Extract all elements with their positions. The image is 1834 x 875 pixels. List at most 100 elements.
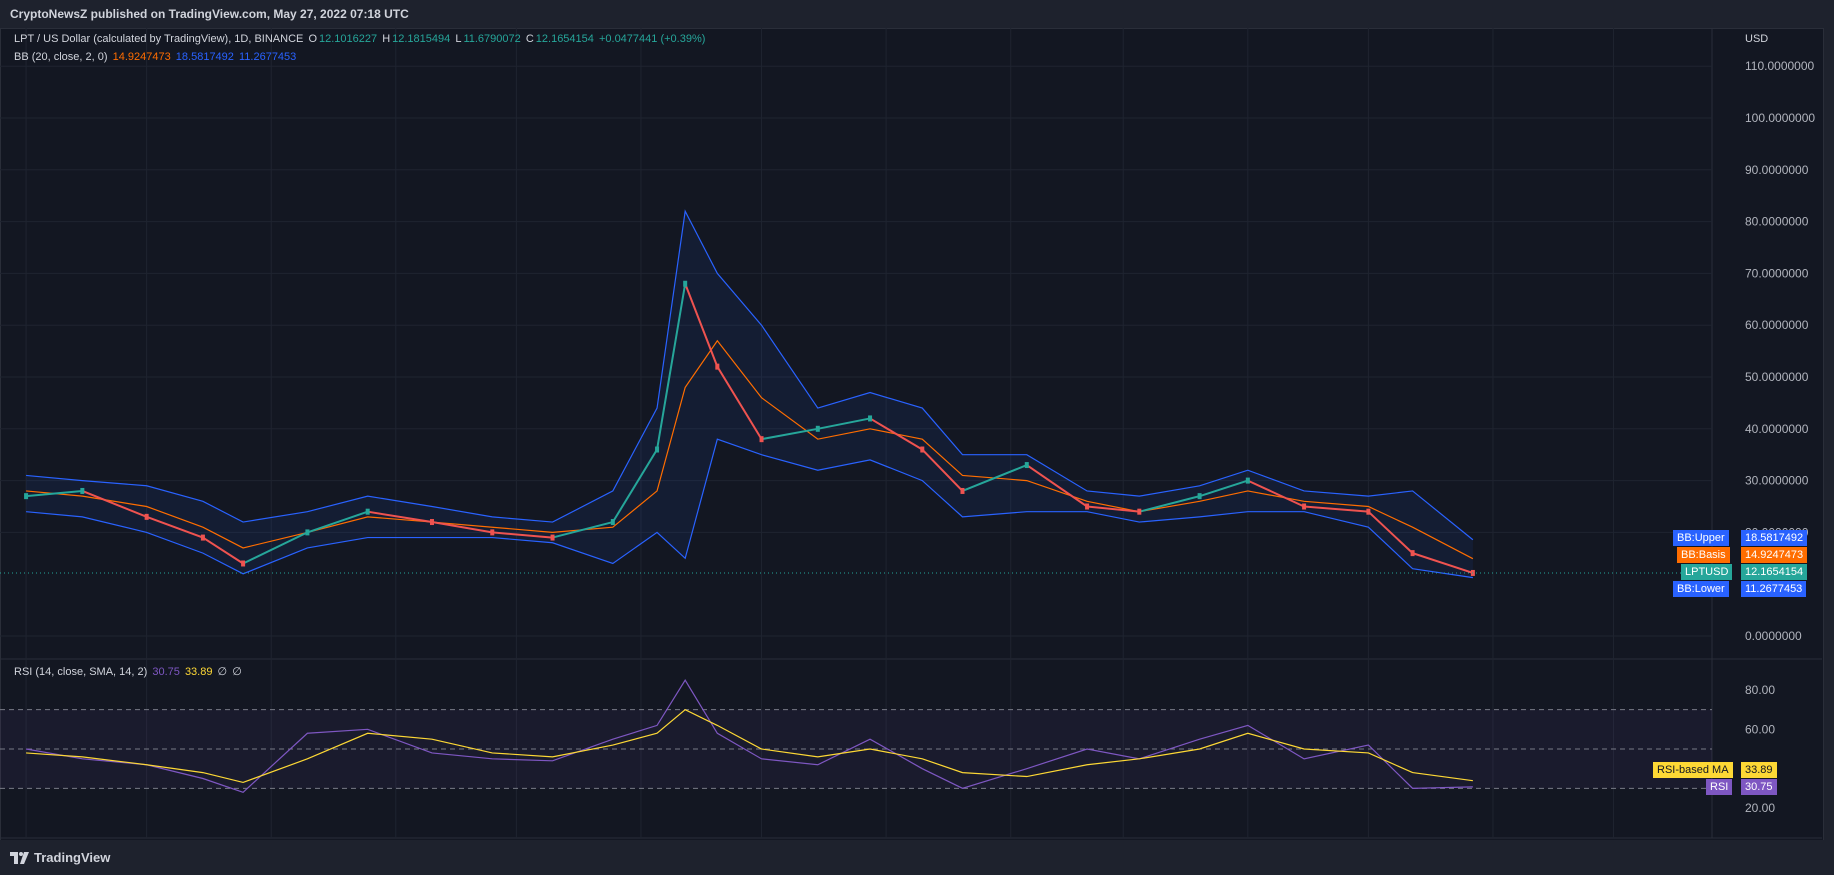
price-point [305,529,310,536]
bb-lower-line [26,438,1473,579]
price-segment [684,283,719,368]
price-axis-label: 50.0000000 [1745,370,1809,384]
rsi-legend: RSI (14, close, SMA, 14, 2) 30.75 33.89 … [14,665,244,678]
open-value: 12.1016227 [319,33,378,45]
price-legend: LPT / US Dollar (calculated by TradingVi… [14,33,707,45]
change-value: +0.0477441 (+0.39%) [598,33,706,45]
chart-area[interactable] [0,28,1824,842]
price-point [1245,477,1250,484]
price-segment [1304,505,1369,513]
publish-line: CryptoNewsZ published on TradingView.com… [10,7,409,21]
rsi-line [25,679,1473,793]
price-segment [869,417,923,451]
rsi-value: 30.75 [152,666,180,678]
price-axis-label: 40.0000000 [1745,422,1809,436]
tag-bb-lower-value: 11.2677453 [1741,581,1807,597]
price-point [1085,503,1090,510]
price-point [1197,493,1202,500]
price-point [715,363,720,370]
bb-fill [26,211,1473,578]
high-label: H [382,33,391,45]
price-segment [307,510,369,534]
bb-upper-value: 18.5817492 [175,51,234,63]
bb-upper-line [26,209,1474,541]
price-segment [1412,552,1474,574]
price-segment [656,283,687,450]
bb-label[interactable]: BB (20, close, 2, 0) [14,51,108,63]
price-point [80,487,85,494]
price-point [241,560,246,567]
brand-name: TradingView [34,850,111,865]
currency-label: USD [1745,33,1769,45]
tag-rsi-ma-value: 33.89 [1741,762,1777,778]
bb-basis-value: 14.9247473 [112,51,171,63]
price-point [610,519,615,526]
price-axis-label: 30.0000000 [1745,474,1809,488]
rsi-extra-2: ∅ [232,666,242,678]
price-point [365,508,370,515]
price-axis-label: 0.0000000 [1745,629,1802,643]
price-segment [81,490,148,518]
price-point [550,534,555,541]
price-point [920,446,925,453]
symbol-label[interactable]: LPT / US Dollar (calculated by TradingVi… [14,33,304,45]
tag-lptusd-name: LPTUSD [1681,564,1733,580]
tag-lptusd-value: 12.1654154 [1741,564,1808,580]
price-point [683,280,688,287]
tradingview-logo[interactable]: TradingView [10,850,110,865]
price-segment [1139,495,1200,513]
price-segment [202,536,244,565]
close-label: C [525,33,534,45]
price-segment [1086,505,1140,513]
price-point [868,415,873,422]
rsi-ma-value: 33.89 [184,666,213,678]
price-point [1137,508,1142,515]
rsi-axis-label: 20.00 [1745,801,1775,815]
price-point [200,534,205,541]
price-point [655,446,660,453]
price-segment [921,448,964,492]
close-value: 12.1654154 [535,33,594,45]
price-segment [242,531,308,565]
price-point [815,425,820,432]
price-axis-label: 80.0000000 [1745,215,1809,229]
price-segment [146,515,204,539]
rsi-label[interactable]: RSI (14, close, SMA, 14, 2) [14,666,148,678]
price-segment [552,521,614,539]
price-point [490,529,495,536]
tag-bb-basis-value: 14.9247473 [1741,547,1808,563]
high-value: 12.1815494 [392,33,451,45]
tag-rsi-name: RSI [1706,779,1733,795]
price-point [144,513,149,520]
price-point [1024,462,1029,469]
price-point [1366,508,1371,515]
price-segment [492,531,553,539]
bb-basis-line [26,339,1474,560]
low-value: 11.6790072 [463,33,521,45]
footer: TradingView [0,840,1834,875]
price-segment [817,417,871,430]
price-point [1302,503,1307,510]
rsi-ma-line [26,708,1473,784]
price-segment [1199,479,1249,498]
tag-rsi-value: 30.75 [1741,779,1777,795]
price-segment [1026,464,1088,508]
price-segment [367,510,433,524]
tag-rsi-ma-name: RSI-based MA [1653,762,1733,778]
rsi-axis-label: 60.00 [1745,722,1775,736]
low-label: L [455,33,462,45]
price-axis-label: 60.0000000 [1745,318,1809,332]
price-point [429,519,434,526]
price-segment [962,464,1028,492]
price-segment [25,489,83,498]
price-point [960,487,965,494]
price-segment [761,427,818,441]
price-axis-label: 100.0000000 [1745,111,1815,125]
chart-canvas[interactable]: 110.0000000 100.0000000 90.0000000 80.00000… [0,28,1822,840]
tag-bb-lower-name: BB:Lower [1673,581,1729,597]
top-bar: CryptoNewsZ published on TradingView.com… [0,0,1834,28]
price-segment [716,366,763,440]
price-segment [1247,479,1305,508]
tradingview-icon [10,851,29,864]
price-segment [431,521,493,534]
